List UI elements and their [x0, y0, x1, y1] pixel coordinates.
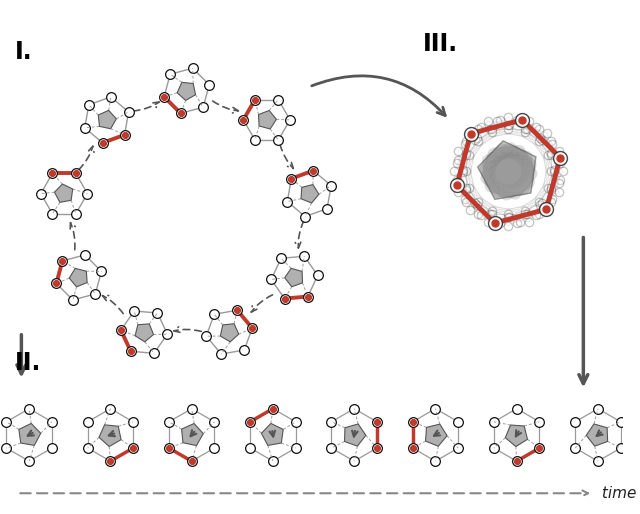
Polygon shape: [483, 151, 526, 195]
Polygon shape: [493, 148, 537, 192]
Polygon shape: [477, 141, 536, 199]
Polygon shape: [285, 268, 303, 287]
Polygon shape: [483, 154, 527, 197]
Polygon shape: [261, 424, 284, 446]
Polygon shape: [487, 145, 531, 189]
Polygon shape: [485, 143, 529, 187]
Polygon shape: [491, 148, 534, 192]
Polygon shape: [483, 149, 526, 193]
Text: I.: I.: [15, 40, 32, 64]
Polygon shape: [491, 150, 534, 194]
Polygon shape: [481, 153, 525, 196]
Polygon shape: [483, 146, 526, 190]
Polygon shape: [490, 155, 532, 199]
Polygon shape: [481, 145, 524, 189]
Polygon shape: [490, 155, 533, 198]
Polygon shape: [484, 144, 527, 188]
Polygon shape: [490, 152, 534, 195]
Polygon shape: [480, 146, 523, 191]
Polygon shape: [182, 424, 204, 446]
Polygon shape: [492, 151, 536, 193]
Polygon shape: [487, 142, 531, 186]
Polygon shape: [177, 82, 196, 100]
Polygon shape: [344, 424, 366, 446]
Polygon shape: [488, 144, 530, 189]
Polygon shape: [487, 155, 529, 199]
Polygon shape: [481, 150, 525, 193]
Polygon shape: [486, 154, 530, 197]
Polygon shape: [481, 154, 525, 197]
Polygon shape: [481, 153, 525, 195]
Polygon shape: [491, 144, 535, 187]
Polygon shape: [484, 146, 529, 189]
Polygon shape: [54, 184, 73, 203]
Polygon shape: [493, 154, 536, 198]
Polygon shape: [301, 185, 319, 203]
Polygon shape: [494, 150, 538, 194]
Polygon shape: [485, 143, 527, 188]
Polygon shape: [479, 149, 523, 193]
Polygon shape: [99, 425, 121, 447]
Polygon shape: [494, 152, 537, 196]
Text: time: time: [597, 486, 636, 501]
Polygon shape: [586, 424, 607, 446]
Polygon shape: [488, 156, 532, 200]
Polygon shape: [492, 148, 536, 190]
Polygon shape: [259, 111, 276, 129]
Polygon shape: [506, 425, 527, 447]
Polygon shape: [19, 424, 41, 446]
Polygon shape: [69, 268, 87, 287]
Polygon shape: [492, 146, 536, 190]
Text: III.: III.: [423, 32, 458, 57]
Polygon shape: [489, 143, 533, 186]
Polygon shape: [135, 324, 154, 342]
Polygon shape: [490, 145, 534, 189]
Polygon shape: [483, 148, 527, 191]
Polygon shape: [491, 153, 534, 197]
Polygon shape: [484, 157, 528, 200]
Polygon shape: [492, 146, 536, 189]
Polygon shape: [482, 156, 526, 199]
Polygon shape: [483, 144, 525, 188]
Polygon shape: [492, 155, 534, 199]
Polygon shape: [486, 157, 530, 200]
Polygon shape: [490, 145, 532, 190]
Text: II.: II.: [15, 351, 41, 375]
Polygon shape: [488, 154, 532, 197]
Polygon shape: [99, 111, 116, 128]
Polygon shape: [480, 151, 524, 195]
Polygon shape: [220, 324, 239, 342]
Polygon shape: [426, 424, 447, 446]
Polygon shape: [484, 153, 527, 197]
